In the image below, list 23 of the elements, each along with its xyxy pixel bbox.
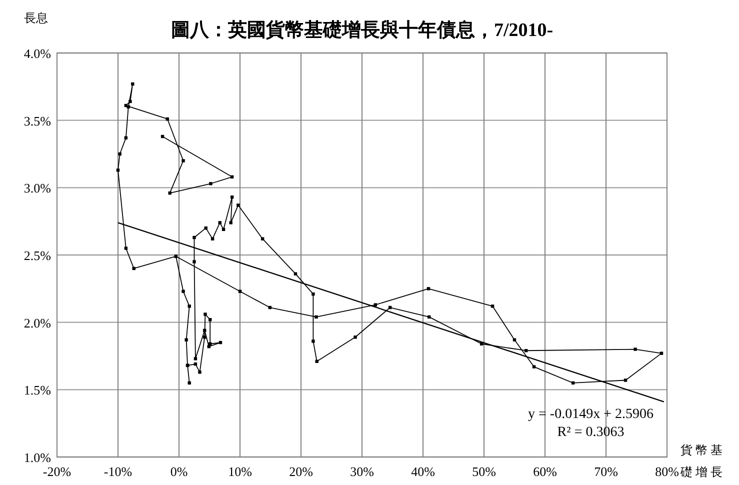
x-tick-label: 0%: [170, 464, 188, 479]
y-axis-title: 長息: [24, 11, 48, 25]
y-tick-label: 4.0%: [24, 46, 52, 61]
x-tick-label: 20%: [289, 464, 314, 479]
chart-title: 圖八：英國貨幣基礎增長與十年債息，7/2010-: [170, 19, 554, 41]
y-tick-label: 2.0%: [24, 315, 52, 330]
y-tick-label: 3.0%: [24, 180, 52, 196]
x-tick-label: 60%: [533, 464, 558, 479]
x-tick-label: 40%: [411, 464, 436, 479]
y-tick-label: 1.0%: [24, 450, 52, 465]
x-tick-label: 10%: [228, 464, 252, 479]
x-axis-title: 貨幣基礎增長: [680, 443, 726, 479]
x-tick-label: 70%: [594, 464, 618, 479]
x-tick-label: 30%: [350, 464, 374, 479]
y-tick-label: 3.5%: [24, 113, 52, 128]
y-tick-label: 1.5%: [24, 382, 52, 398]
y-tick-label: 2.5%: [24, 248, 52, 263]
x-tick-label: -20%: [42, 464, 72, 479]
x-tick-label: 80%: [655, 464, 680, 479]
x-tick-label: -10%: [104, 464, 132, 479]
annotation: y = -0.0149x + 2.5906: [528, 407, 654, 422]
x-tick-label: 50%: [472, 464, 496, 479]
annotation: R² = 0.3063: [557, 425, 624, 440]
